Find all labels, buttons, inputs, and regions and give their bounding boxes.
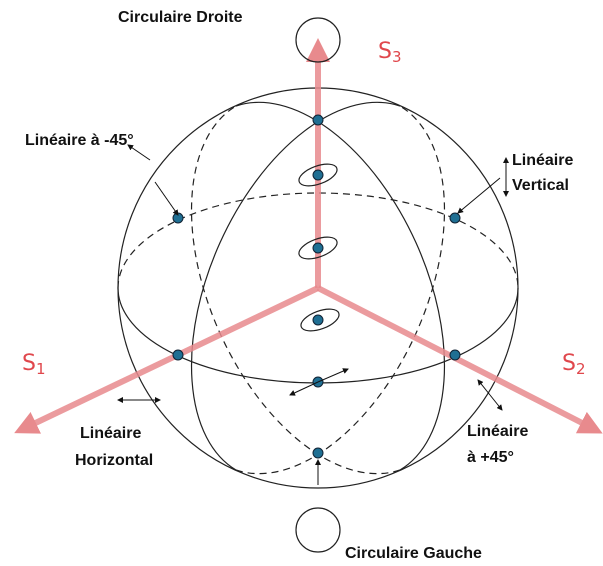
axis-symbol: S <box>562 351 576 376</box>
axis-subscript: 2 <box>576 360 586 378</box>
axis-symbol: S <box>22 351 36 376</box>
label: à +45° <box>467 449 514 466</box>
axis-label: S1 <box>22 351 46 378</box>
axis-symbol: S <box>378 39 392 64</box>
axis-label: S3 <box>378 39 402 66</box>
label: Linéaire à -45° <box>25 132 134 149</box>
axis-subscript: 1 <box>36 360 46 378</box>
label: Vertical <box>512 177 569 194</box>
label: Circulaire Droite <box>118 9 243 26</box>
axes <box>14 38 603 434</box>
label: Linéaire <box>80 425 141 442</box>
label: Circulaire Gauche <box>345 545 482 562</box>
label: Horizontal <box>75 452 153 469</box>
axis-subscript: 3 <box>392 48 402 66</box>
polarization-icons <box>117 17 509 553</box>
label: Linéaire <box>512 152 573 169</box>
axis-label: S2 <box>562 351 586 378</box>
label: Linéaire <box>467 423 528 440</box>
